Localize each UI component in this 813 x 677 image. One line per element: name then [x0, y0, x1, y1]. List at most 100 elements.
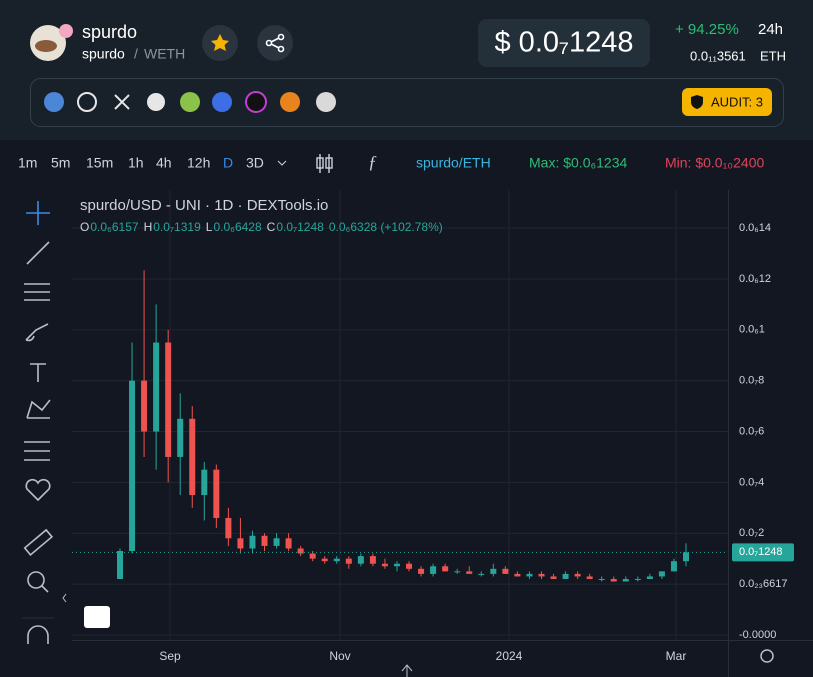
pair-sep: / — [134, 46, 138, 62]
candle-body — [393, 563, 400, 567]
share-icon — [265, 33, 285, 53]
scroll-handle[interactable] — [401, 664, 413, 677]
candle-body — [658, 571, 665, 577]
candle-body — [369, 556, 376, 564]
candle-body — [117, 551, 123, 579]
collapse-tools[interactable] — [62, 593, 67, 603]
timeframe-button[interactable]: D — [223, 155, 233, 171]
dex-link[interactable] — [245, 91, 267, 113]
y-tick-label: 0.0₆12 — [739, 273, 771, 285]
candle-body — [381, 563, 388, 567]
header-bg — [0, 0, 813, 140]
zoom-tool[interactable] — [27, 571, 49, 593]
x-link[interactable] — [114, 94, 130, 110]
candle-body — [490, 568, 497, 574]
plot — [72, 190, 728, 640]
chart-type-button[interactable] — [316, 154, 333, 173]
last-price-tag — [732, 543, 794, 562]
forecast-tool[interactable] — [24, 441, 50, 461]
price: $ 0.0₇1248 — [495, 27, 634, 59]
price-change: + 94.25% — [675, 21, 739, 38]
ohlc-key: C — [267, 220, 276, 234]
metamask-link[interactable] — [280, 92, 300, 112]
pair-toggle[interactable]: spurdo/ETH — [416, 155, 491, 171]
candle-body — [141, 380, 148, 432]
candle-body — [454, 571, 461, 573]
candle-body — [646, 576, 653, 579]
fib-tool[interactable] — [24, 283, 50, 301]
pair-quote: WETH — [144, 46, 185, 62]
timeframe-button[interactable]: 15m — [86, 155, 113, 171]
favorites-tool[interactable] — [25, 478, 51, 502]
brush-tool[interactable] — [25, 323, 49, 342]
magnet-tool[interactable] — [27, 625, 49, 644]
candle-body — [321, 558, 328, 562]
audit-button[interactable] — [682, 88, 772, 116]
candle-body — [442, 566, 449, 572]
x-tick-label: Mar — [666, 649, 687, 663]
share-button[interactable] — [257, 25, 293, 61]
timeframe-button[interactable]: 1h — [128, 155, 144, 171]
candle-body — [634, 578, 641, 580]
token-name: spurdo — [82, 22, 137, 42]
candle-body — [129, 380, 136, 552]
last-price-label: 0.0₇1248 — [739, 546, 783, 558]
candle-body — [418, 568, 425, 574]
pair-base: spurdo — [82, 46, 125, 62]
candle-body — [478, 573, 485, 575]
timeframe-button[interactable]: 1m — [18, 155, 37, 171]
social-icons — [44, 91, 336, 113]
indicators-button[interactable]: ƒ — [368, 152, 377, 172]
ohlc-value: 0.0₇1248 — [276, 220, 324, 234]
coingecko-link[interactable] — [180, 92, 200, 112]
candle-body — [574, 573, 581, 577]
timeframe-button[interactable]: 4h — [156, 155, 172, 171]
candle-body — [550, 576, 557, 579]
trendline-tool[interactable] — [26, 241, 50, 265]
cmc-link[interactable] — [212, 92, 232, 112]
crosshair-tool[interactable] — [26, 201, 50, 225]
candle-body — [622, 578, 629, 582]
tv-logo — [84, 606, 110, 628]
star-icon — [211, 34, 229, 51]
candle-body — [153, 342, 160, 432]
candle-body — [406, 563, 413, 569]
more-button[interactable] — [316, 92, 336, 112]
ohlc-value: 0.0₆6157 — [90, 220, 139, 234]
ohlc-change: 0.0₆6328 (+102.78%) — [329, 220, 443, 234]
candle-body — [165, 342, 172, 457]
pattern-tool[interactable] — [26, 399, 51, 419]
candle-body — [610, 578, 617, 582]
x-tick-label: Sep — [159, 649, 181, 663]
more-timeframes[interactable] — [277, 160, 287, 166]
candle-body — [309, 553, 316, 559]
candle-body — [430, 566, 437, 574]
y-tick-label: 0.0₇6 — [739, 425, 764, 437]
ruler-tool[interactable] — [23, 528, 54, 556]
candle-body — [345, 558, 352, 564]
ohlc-value: 0.0₇1319 — [153, 220, 201, 234]
website-link[interactable] — [77, 92, 97, 112]
y-tick-label: 0.0₆1 — [739, 324, 765, 336]
telegram-link[interactable] — [147, 93, 165, 111]
candle-body — [201, 469, 208, 496]
min-price: Min: $0.0₁₀2400 — [665, 155, 764, 171]
timeframe-button[interactable]: 3D — [246, 155, 264, 171]
settings-button[interactable] — [760, 649, 774, 663]
candle-body — [297, 548, 304, 554]
max-price: Max: $0.0₆1234 — [529, 155, 627, 171]
audit-label: AUDIT: 3 — [711, 94, 763, 109]
chain-badge — [59, 24, 73, 38]
y-tick-label: 0.0₇2 — [739, 527, 764, 539]
chart-bg — [0, 140, 813, 677]
timeframe-button[interactable]: 12h — [187, 155, 210, 171]
candle-body — [249, 535, 256, 549]
text-tool[interactable] — [30, 363, 46, 382]
candle-body — [586, 576, 593, 579]
price-eth: 0.0₁₁3561 — [690, 48, 746, 63]
candle-body — [225, 517, 232, 539]
dextools-link[interactable] — [44, 92, 64, 112]
change-period: 24h — [758, 21, 783, 38]
timeframe-button[interactable]: 5m — [51, 155, 70, 171]
